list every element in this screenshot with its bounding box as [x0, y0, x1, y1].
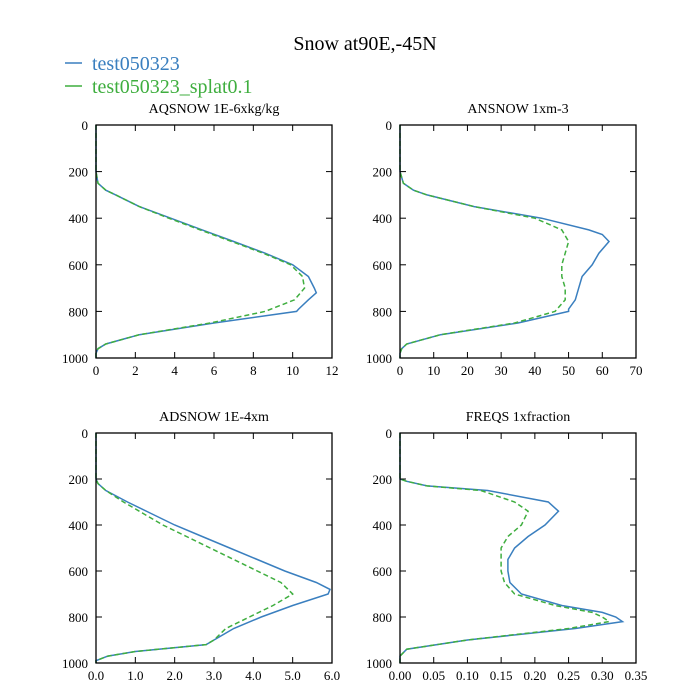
series-line-test050323 [399, 125, 611, 358]
legend-entry-test050323: test050323 [65, 53, 180, 75]
x-tick-label: 2.0 [167, 668, 183, 683]
x-tick-label: 0.10 [456, 668, 479, 683]
panel-4: FREQS 1xfraction 0.00 0.05 0.10 0.15 0.20 0.25… [366, 410, 647, 683]
x-tick-label: 0.35 [625, 668, 648, 683]
y-tick-label: 0 [82, 118, 89, 133]
y-tick-label: 400 [69, 518, 89, 533]
x-tick-label: 0 [397, 363, 404, 378]
x-tick-label: 8 [250, 363, 257, 378]
x-tick-label: 0.00 [389, 668, 412, 683]
x-tick-label: 5.0 [285, 668, 301, 683]
x-tick-label: 20 [461, 363, 474, 378]
y-tick-label: 200 [69, 165, 89, 180]
plot-frame [399, 124, 637, 359]
figure-title: Snow at90E,-45N [293, 33, 436, 55]
plot-frame [95, 432, 333, 664]
x-tick-label: 50 [562, 363, 575, 378]
x-tick-label: 70 [630, 363, 643, 378]
panels: AQSNOW 1E-6xkg/kg0 2 4 6 8 10 1202004006008001… [62, 102, 647, 683]
y-tick-label: 1000 [366, 351, 392, 366]
x-tick-label: 12 [326, 363, 339, 378]
y-tick-label: 1000 [366, 656, 392, 671]
x-tick-label: 1.0 [127, 668, 143, 683]
legend-entry-test050323-splat: test050323_splat0.1 [65, 76, 253, 98]
x-tick-label: 10 [286, 363, 299, 378]
y-tick-label: 600 [373, 564, 393, 579]
y-tick-label: 0 [82, 426, 89, 441]
y-tick-label: 800 [69, 610, 89, 625]
y-tick-label: 200 [373, 165, 393, 180]
y-tick-label: 600 [373, 258, 393, 273]
legend: test050323 test050323_splat0.1 [65, 53, 253, 98]
panel-title: ANSNOW 1xm-3 [467, 102, 568, 117]
x-tick-label: 2 [132, 363, 139, 378]
x-tick-label: 0.0 [88, 668, 104, 683]
y-tick-label: 0 [386, 426, 393, 441]
y-tick-label: 400 [373, 518, 393, 533]
x-tick-label: 40 [528, 363, 541, 378]
y-tick-label: 600 [69, 564, 89, 579]
y-tick-label: 200 [69, 472, 89, 487]
panel-title: FREQS 1xfraction [466, 410, 571, 425]
y-tick-label: 800 [373, 610, 393, 625]
series-line-test050323-splat [399, 125, 570, 358]
series-line-test050323 [399, 433, 625, 663]
x-tick-label: 0.15 [490, 668, 513, 683]
panel-1: AQSNOW 1E-6xkg/kg 0 2 4 6 8 10 12 0 200 400 600 800 1… [62, 102, 339, 378]
legend-label-test050323: test050323 [92, 53, 180, 75]
x-tick-label: 60 [596, 363, 609, 378]
y-tick-label: 800 [69, 304, 89, 319]
x-tick-label: 0.05 [422, 668, 445, 683]
x-tick-label: 10 [427, 363, 440, 378]
panel-2: ANSNOW 1xm-3 0 10 20 30 40 50 60 70 0 200 400 600 800… [366, 102, 643, 378]
x-tick-label: 0.30 [591, 668, 614, 683]
x-tick-label: 6.0 [324, 668, 340, 683]
x-tick-label: 6 [211, 363, 218, 378]
y-tick-label: 0 [386, 118, 393, 133]
y-tick-label: 800 [373, 304, 393, 319]
x-tick-label: 0.25 [557, 668, 580, 683]
series-line-test050323-splat [95, 125, 306, 358]
x-tick-label: 30 [495, 363, 508, 378]
series-line-test050323 [95, 433, 331, 663]
y-tick-label: 400 [373, 211, 393, 226]
panel-3: ADSNOW 1E-4xm 0.0 1.0 2.0 3.0 4.0 5.0 6.0 0 200 40… [62, 410, 340, 683]
y-tick-label: 600 [69, 258, 89, 273]
panel-title: AQSNOW 1E-6xkg/kg [149, 102, 280, 117]
x-tick-label: 0 [93, 363, 100, 378]
plot-frame [399, 432, 637, 664]
y-tick-label: 1000 [62, 656, 88, 671]
x-tick-label: 0.20 [523, 668, 546, 683]
legend-label-test050323-splat: test050323_splat0.1 [92, 76, 253, 98]
series-line-test050323-splat [95, 433, 294, 663]
panel-title: ADSNOW 1E-4xm [159, 410, 269, 425]
series-line-test050323-splat [399, 433, 611, 663]
y-tick-label: 1000 [62, 351, 88, 366]
y-tick-label: 200 [373, 472, 393, 487]
x-tick-label: 3.0 [206, 668, 222, 683]
x-tick-label: 4 [171, 363, 178, 378]
x-tick-label: 4.0 [245, 668, 261, 683]
y-tick-label: 400 [69, 211, 89, 226]
